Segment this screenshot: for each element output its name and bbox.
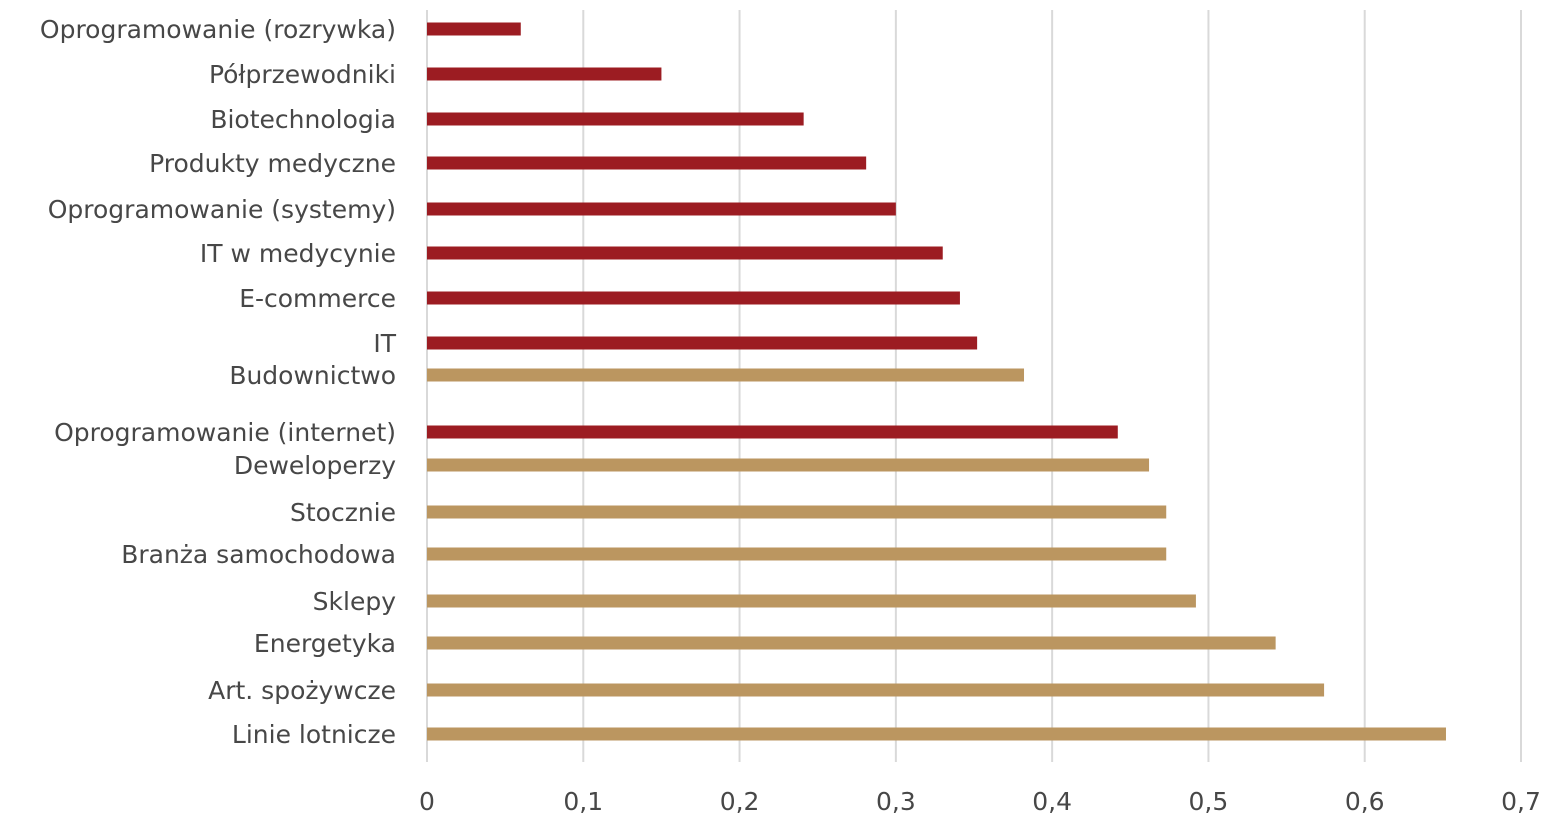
bar (427, 505, 1167, 519)
category-label: Energetyka (254, 629, 396, 658)
bar (427, 156, 867, 170)
x-tick-label: 0,1 (563, 787, 603, 816)
bar (427, 246, 943, 260)
category-label: Art. spożywcze (208, 676, 396, 705)
category-label: Oprogramowanie (systemy) (48, 195, 396, 224)
bar (427, 336, 978, 350)
bar (427, 683, 1325, 697)
category-label: IT w medycynie (200, 239, 396, 268)
x-tick-label: 0,5 (1189, 787, 1229, 816)
bar (427, 67, 662, 81)
category-labels: Oprogramowanie (rozrywka) Półprzewodniki B… (40, 15, 397, 749)
bar (427, 202, 896, 216)
bar (427, 594, 1196, 608)
bar (427, 291, 960, 305)
category-label: Sklepy (313, 587, 397, 616)
bar (427, 368, 1025, 382)
bar (427, 22, 521, 36)
x-tick-label: 0,6 (1345, 787, 1385, 816)
bar (427, 727, 1446, 741)
category-label: Oprogramowanie (internet) (54, 418, 396, 447)
category-label: Budownictwo (229, 361, 396, 390)
category-label: Półprzewodniki (209, 60, 396, 89)
x-tick-label: 0,4 (1032, 787, 1072, 816)
category-label: Biotechnologia (210, 105, 396, 134)
category-label: Linie lotnicze (232, 720, 396, 749)
category-label: Produkty medyczne (149, 149, 396, 178)
bar (427, 547, 1167, 561)
bar (427, 112, 804, 126)
bar (427, 425, 1118, 439)
x-axis-ticks: 0 0,1 0,2 0,3 0,4 0,5 0,6 0,7 (419, 787, 1541, 816)
category-label: Oprogramowanie (rozrywka) (40, 15, 396, 44)
category-label: IT (373, 329, 396, 358)
bar (427, 636, 1276, 650)
x-tick-label: 0,7 (1501, 787, 1541, 816)
category-label: Stocznie (290, 498, 396, 527)
bars (427, 22, 1446, 741)
grid-lines (426, 10, 1522, 762)
x-tick-label: 0 (419, 787, 435, 816)
category-label: E-commerce (239, 284, 396, 313)
category-label: Deweloperzy (234, 451, 396, 480)
x-tick-label: 0,2 (720, 787, 760, 816)
bar (427, 458, 1150, 472)
category-label: Branża samochodowa (121, 540, 396, 569)
x-tick-label: 0,3 (876, 787, 916, 816)
